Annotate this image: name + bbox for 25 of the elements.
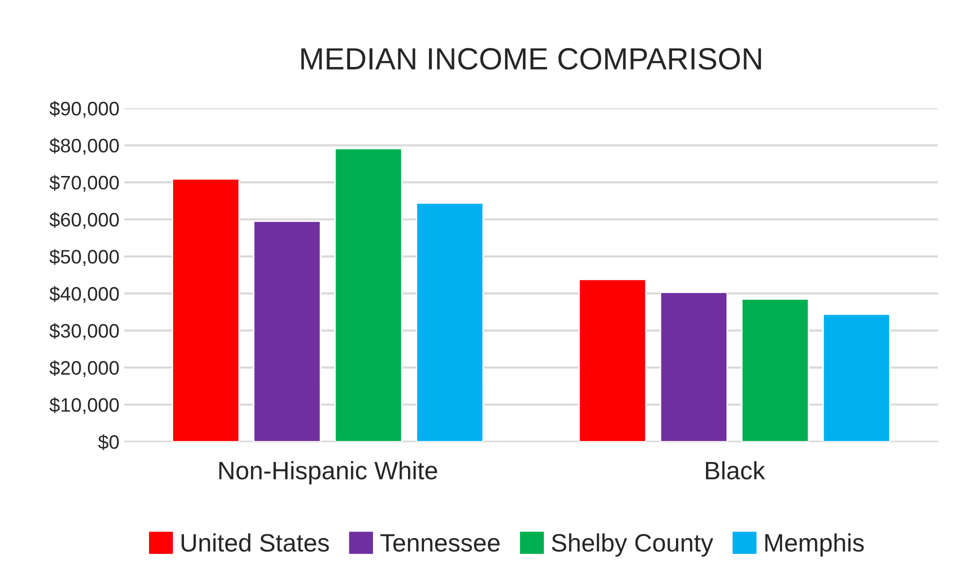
y-tick-label: $90,000 — [49, 100, 119, 118]
y-tick-label: $60,000 — [49, 212, 119, 229]
legend-label: Tennessee — [380, 534, 500, 552]
bar — [416, 202, 484, 442]
chart-title: MEDIAN INCOME COMPARISON — [301, 48, 761, 70]
y-tick-label: $70,000 — [49, 174, 119, 192]
bar — [741, 298, 810, 442]
y-tick-label: $50,000 — [49, 249, 119, 266]
bar — [822, 314, 891, 442]
bar — [172, 178, 240, 442]
bar — [660, 292, 728, 442]
y-tick-label: $10,000 — [49, 397, 119, 414]
legend-label: Shelby County — [552, 533, 714, 557]
bar — [578, 278, 647, 442]
x-tick-label: Non-Hispanic White — [219, 461, 438, 484]
y-tick-label: $40,000 — [49, 286, 119, 304]
bar — [253, 220, 322, 442]
legend-label: Memphis — [765, 533, 864, 557]
y-tick-label: $20,000 — [49, 360, 119, 378]
y-tick-label: $30,000 — [49, 323, 119, 340]
x-tick-label: Black — [706, 461, 766, 480]
bar — [334, 148, 402, 442]
legend-label: United States — [182, 533, 329, 552]
y-tick-label: $80,000 — [49, 138, 119, 155]
y-tick-label: $0 — [98, 434, 119, 450]
